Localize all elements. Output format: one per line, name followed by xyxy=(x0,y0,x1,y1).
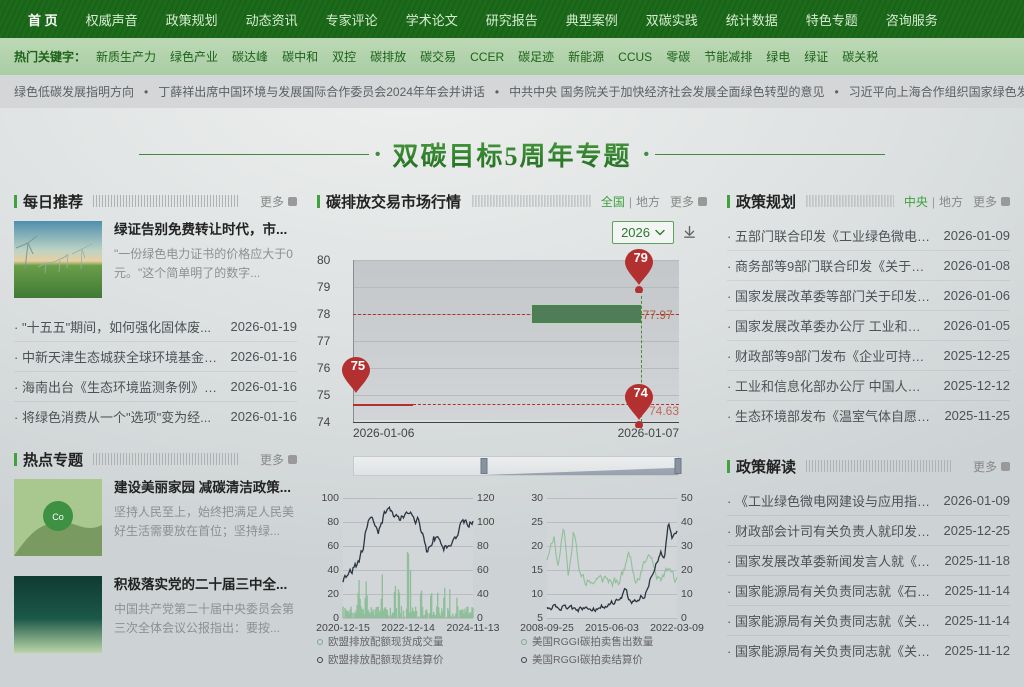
svg-text:Co: Co xyxy=(52,512,64,522)
